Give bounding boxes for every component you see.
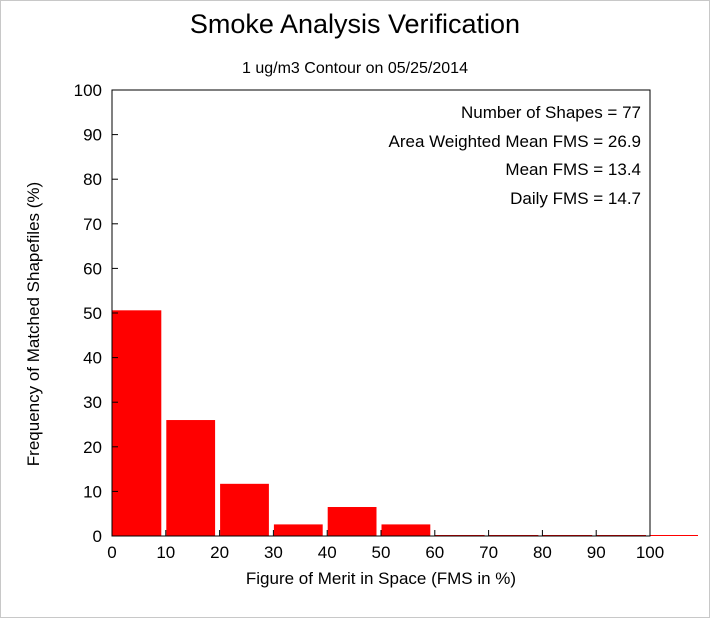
x-tick-label: 40 bbox=[318, 543, 337, 562]
histogram-bar bbox=[220, 483, 269, 536]
histogram-bar bbox=[273, 524, 323, 536]
x-tick-label: 70 bbox=[479, 543, 498, 562]
x-tick-label: 0 bbox=[107, 543, 116, 562]
x-tick-label: 20 bbox=[210, 543, 229, 562]
histogram-bar bbox=[381, 524, 431, 536]
annotation-area-weighted-mean-fms: Area Weighted Mean FMS = 26.9 bbox=[388, 132, 641, 151]
x-tick-label: 80 bbox=[533, 543, 552, 562]
y-tick-label: 50 bbox=[83, 304, 102, 323]
annotation-daily-fms: Daily FMS = 14.7 bbox=[510, 189, 641, 208]
x-axis-label: Figure of Merit in Space (FMS in %) bbox=[245, 569, 517, 588]
y-tick-label: 80 bbox=[83, 170, 102, 189]
histogram-bar bbox=[327, 507, 377, 536]
y-tick-label: 40 bbox=[83, 349, 102, 368]
histogram-bar bbox=[166, 420, 216, 536]
y-tick-label: 90 bbox=[83, 126, 102, 145]
y-tick-label: 10 bbox=[83, 482, 102, 501]
x-tick-label: 30 bbox=[264, 543, 283, 562]
x-tick-label: 50 bbox=[372, 543, 391, 562]
x-tick-label: 100 bbox=[636, 543, 664, 562]
y-tick-label: 20 bbox=[83, 438, 102, 457]
y-tick-label: 0 bbox=[93, 527, 102, 546]
y-tick-label: 70 bbox=[83, 215, 102, 234]
y-tick-label: 60 bbox=[83, 259, 102, 278]
y-tick-label: 100 bbox=[74, 81, 102, 100]
y-tick-label: 30 bbox=[83, 393, 102, 412]
y-axis-label: Frequency of Matched Shapefiles (%) bbox=[24, 181, 43, 467]
histogram-bar bbox=[112, 310, 162, 536]
x-tick-label: 60 bbox=[425, 543, 444, 562]
annotation-mean-fms: Mean FMS = 13.4 bbox=[505, 160, 641, 179]
x-tick-label: 90 bbox=[587, 543, 606, 562]
annotation-number-of-shapes: Number of Shapes = 77 bbox=[460, 103, 641, 122]
chart-title: Smoke Analysis Verification bbox=[189, 9, 521, 39]
chart-subtitle: 1 ug/m3 Contour on 05/25/2014 bbox=[242, 60, 468, 77]
x-tick-label: 10 bbox=[156, 543, 175, 562]
